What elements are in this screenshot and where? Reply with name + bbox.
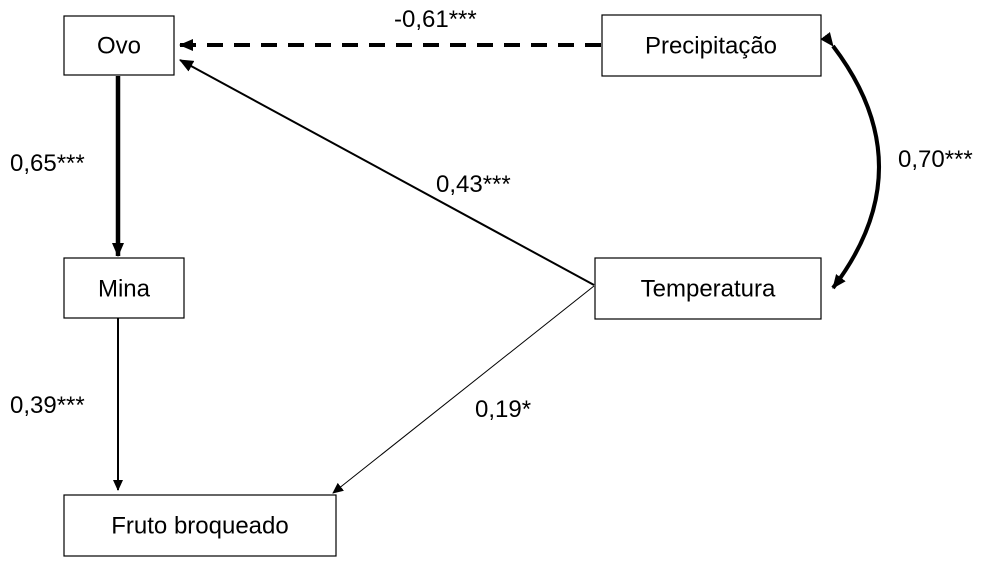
node-precipitacao: Precipitação <box>601 14 822 77</box>
label-ovo-mina: 0,65*** <box>10 150 85 177</box>
node-temperatura-label: Temperatura <box>641 276 776 303</box>
edge-temperatura-ovo <box>179 59 595 286</box>
node-temperatura: Temperatura <box>594 257 822 320</box>
node-ovo: Ovo <box>63 15 175 76</box>
label-precipitacao-temperatura: 0,70*** <box>898 146 973 173</box>
node-fruto-broqueado: Fruto broqueado <box>63 494 337 557</box>
edge-precipitacao-temperatura <box>820 32 881 290</box>
node-mina: Mina <box>63 257 185 319</box>
label-mina-fruto: 0,39*** <box>10 392 85 419</box>
node-fruto-label: Fruto broqueado <box>111 513 288 540</box>
node-ovo-label: Ovo <box>97 33 141 60</box>
node-precipitacao-label: Precipitação <box>645 33 777 60</box>
node-mina-label: Mina <box>98 276 151 303</box>
label-temperatura-ovo: 0,43*** <box>436 171 511 198</box>
label-precipitacao-ovo: -0,61*** <box>394 6 477 33</box>
label-temperatura-fruto: 0,19* <box>475 396 531 423</box>
edge-temperatura-fruto <box>332 285 595 494</box>
